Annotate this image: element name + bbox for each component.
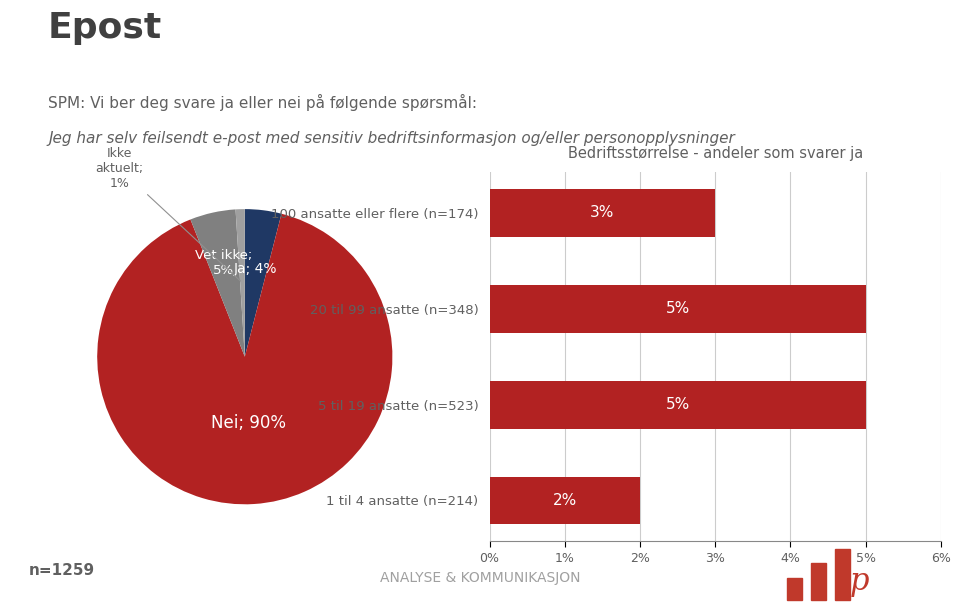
Text: Jeg har selv feilsendt e-post med sensitiv bedriftsinformasjon og/eller personop: Jeg har selv feilsendt e-post med sensit… [48,131,734,146]
Wedge shape [190,209,245,357]
Text: ANALYSE & KOMMUNIKASJON: ANALYSE & KOMMUNIKASJON [380,571,580,585]
Text: Vet ikke;
5%: Vet ikke; 5% [195,249,252,277]
Bar [490,477,640,525]
Text: n=1259: n=1259 [29,563,95,578]
Text: SPM: Vi ber deg svare ja eller nei på følgende spørsmål:: SPM: Vi ber deg svare ja eller nei på fø… [48,94,477,111]
Text: 5%: 5% [665,301,689,316]
Bar [811,563,826,600]
Title: Bedriftsstørrelse - andeler som svarer ja: Bedriftsstørrelse - andeler som svarer j… [567,146,863,161]
Bar [835,549,850,600]
Text: 3%: 3% [590,205,614,220]
Text: p: p [850,566,869,597]
Text: Nei; 90%: Nei; 90% [211,414,286,432]
Text: Ja; 4%: Ja; 4% [234,262,277,276]
Wedge shape [97,214,393,504]
Text: 5%: 5% [665,397,689,412]
Bar [490,285,866,333]
Wedge shape [245,209,281,357]
Bar [787,578,802,600]
Bar [490,381,866,429]
Bar [490,189,715,237]
Wedge shape [235,209,245,357]
Text: 2%: 2% [553,493,577,508]
Text: Ikke
aktuelt;
1%: Ikke aktuelt; 1% [95,147,240,281]
Text: Epost: Epost [48,11,162,45]
